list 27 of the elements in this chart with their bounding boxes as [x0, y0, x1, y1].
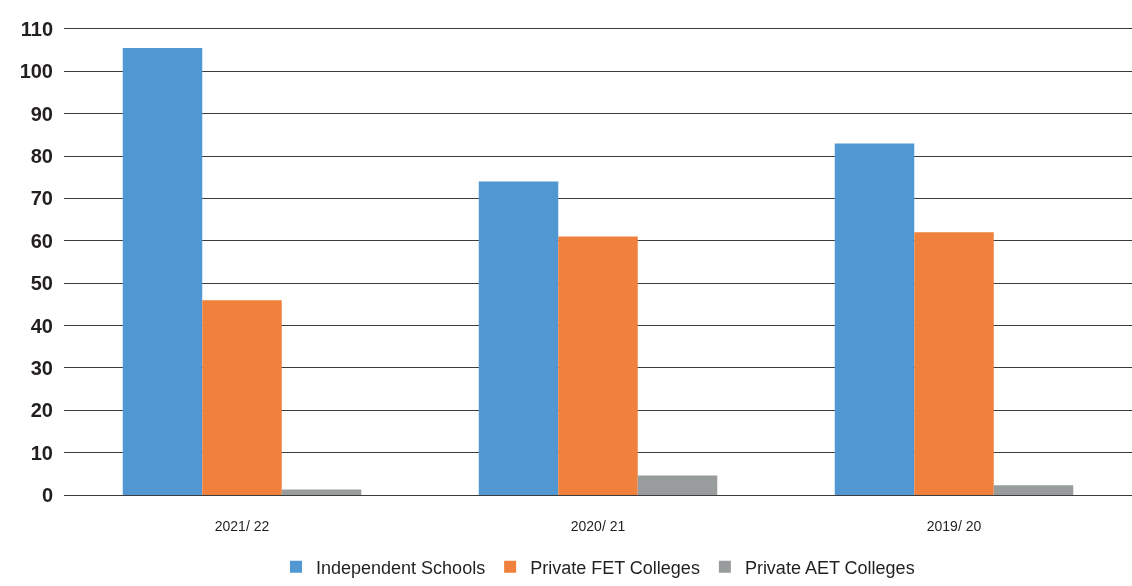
y-tick-label: 30 [30, 356, 53, 379]
x-tick-label: 2020/ 21 [570, 517, 626, 534]
y-tick-label: 40 [30, 314, 53, 337]
y-tick-label: 20 [30, 399, 53, 422]
y-tick-label: 10 [30, 441, 53, 464]
y-tick-label: 90 [30, 102, 53, 125]
legend-label: Independent Schools [316, 557, 486, 578]
legend-label: Private AET Colleges [744, 557, 915, 578]
x-tick-label: 2021/ 22 [214, 517, 270, 534]
bar [834, 143, 915, 495]
bar [202, 300, 282, 495]
y-tick-label: 60 [30, 229, 53, 252]
bar [558, 236, 638, 495]
bar [122, 48, 203, 495]
bar [914, 232, 994, 495]
y-tick-label: 70 [30, 187, 53, 210]
y-tick-label: 110 [20, 18, 53, 40]
bar [478, 181, 559, 495]
y-tick-label: 80 [30, 145, 53, 168]
bar [993, 485, 1074, 495]
bar [637, 475, 718, 495]
y-tick-label: 50 [30, 272, 53, 295]
y-tick-label: 0 [41, 484, 53, 506]
legend-label: Private FET Colleges [530, 557, 700, 578]
y-tick-label: 100 [19, 60, 53, 83]
bar [281, 489, 362, 495]
x-tick-label: 2019/ 20 [926, 517, 982, 534]
